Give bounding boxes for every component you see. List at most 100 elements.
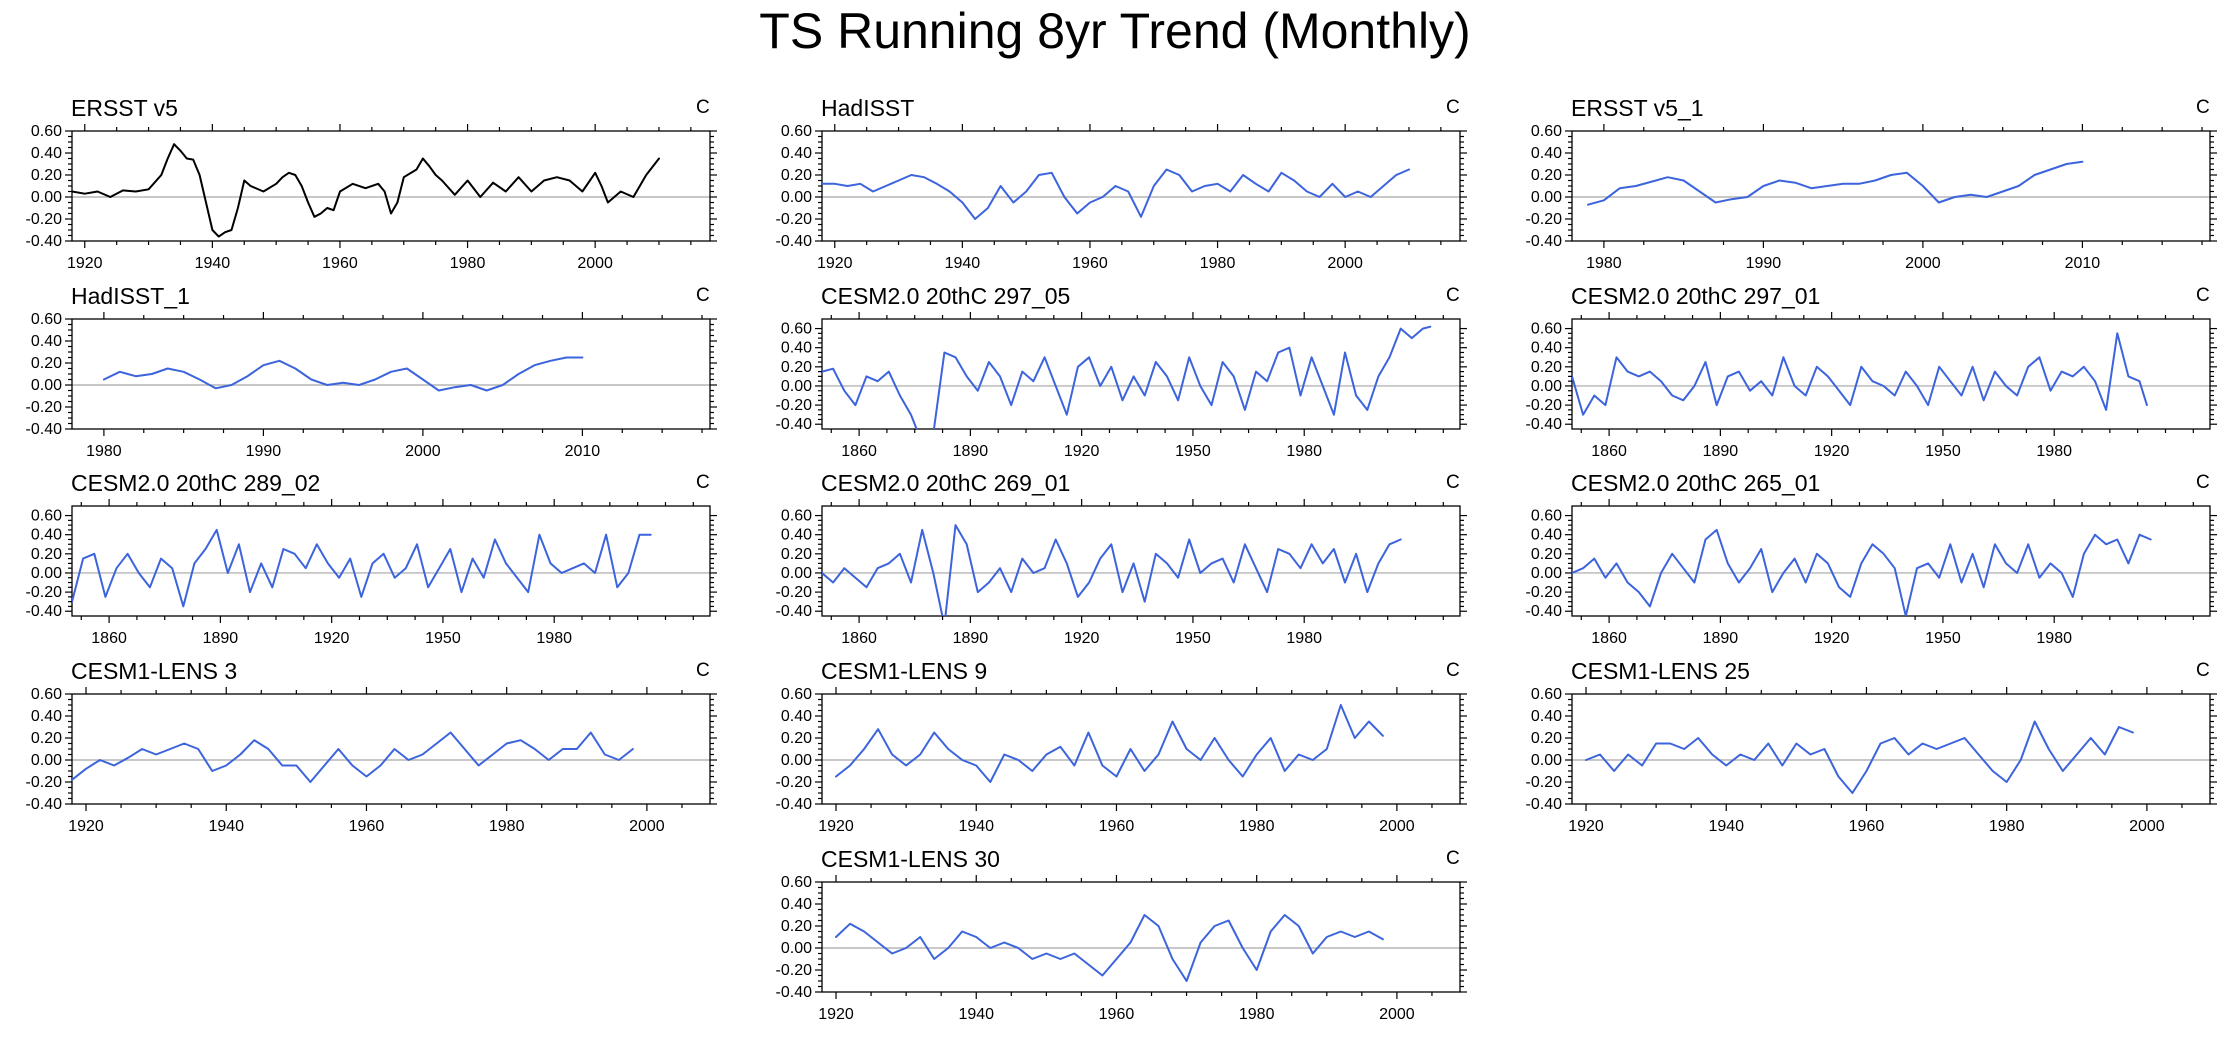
panel-title: CESM1-LENS 25 bbox=[1571, 658, 1750, 684]
panel-title: CESM2.0 20thC 265_01 bbox=[1571, 470, 1821, 496]
y-tick-label: 0.20 bbox=[31, 546, 62, 563]
x-tick-label: 1950 bbox=[1925, 630, 1961, 647]
y-tick-label: 0.60 bbox=[1531, 508, 1562, 525]
y-tick-label: 0.20 bbox=[1531, 167, 1562, 184]
x-tick-label: 1860 bbox=[1591, 443, 1627, 460]
x-tick-label: 1960 bbox=[1849, 818, 1885, 835]
y-tick-label: 0.60 bbox=[1531, 123, 1562, 140]
x-tick-label: 2000 bbox=[629, 818, 665, 835]
y-tick-label: -0.40 bbox=[776, 233, 813, 250]
figure-title: TS Running 8yr Trend (Monthly) bbox=[759, 3, 1471, 59]
panel-units: C bbox=[1446, 848, 1460, 869]
x-tick-label: 2000 bbox=[1327, 255, 1363, 272]
panel-1: HadISST C -0.40 -0.20 0.00 0.20 0.40 0.60 1920 19… bbox=[750, 95, 1467, 272]
y-tick-label: -0.20 bbox=[1526, 584, 1563, 601]
panel-units: C bbox=[1446, 472, 1460, 493]
x-tick-label: 1960 bbox=[349, 818, 385, 835]
plot-frame bbox=[1571, 505, 2211, 617]
x-tick-label: 2000 bbox=[2129, 818, 2165, 835]
y-tick-label: -0.40 bbox=[1526, 796, 1563, 813]
panel-units: C bbox=[696, 472, 710, 493]
x-tick-label: 1980 bbox=[1286, 630, 1322, 647]
x-tick-label: 1980 bbox=[86, 443, 122, 460]
x-tick-label: 2000 bbox=[577, 255, 613, 272]
panel-plot: -0.40 -0.20 0.00 0.20 0.40 0.60 1920 1940 1960 19… bbox=[776, 874, 1467, 1023]
plot-frame bbox=[1571, 130, 2211, 242]
x-tick-label: 1940 bbox=[958, 818, 994, 835]
y-tick-label: 0.00 bbox=[1531, 565, 1562, 582]
series-line bbox=[822, 524, 1402, 616]
y-tick-label: -0.20 bbox=[776, 774, 813, 791]
y-tick-label: 0.00 bbox=[1531, 752, 1562, 769]
y-tick-label: -0.20 bbox=[1526, 211, 1563, 228]
x-tick-label: 1860 bbox=[1591, 630, 1627, 647]
y-tick-label: 0.40 bbox=[1531, 708, 1562, 725]
x-tick-label: 1950 bbox=[1175, 443, 1211, 460]
y-tick-label: 0.20 bbox=[1531, 359, 1562, 376]
panel-units: C bbox=[2196, 472, 2210, 493]
y-tick-label: 0.40 bbox=[781, 340, 812, 357]
y-tick-label: 0.60 bbox=[781, 686, 812, 703]
panel-2: ERSST v5_1 C -0.40 -0.20 0.00 0.20 0.40 0.60 198… bbox=[1500, 95, 2217, 272]
x-tick-label: 1950 bbox=[1925, 443, 1961, 460]
plot-frame bbox=[821, 693, 1461, 805]
plot-frame bbox=[821, 881, 1461, 993]
panel-plot: -0.40 -0.20 0.00 0.20 0.40 0.60 1920 1940 1960 19… bbox=[26, 686, 717, 835]
series-line bbox=[72, 143, 660, 238]
panel-title: CESM1-LENS 9 bbox=[821, 658, 988, 684]
panel-12: CESM1-LENS 30 C -0.40 -0.20 0.00 0.20 0.40 0.60… bbox=[750, 846, 1467, 1023]
x-tick-label: 1990 bbox=[1746, 255, 1782, 272]
series-line bbox=[1585, 720, 2134, 794]
x-tick-label: 1920 bbox=[1568, 818, 1604, 835]
y-tick-label: 0.00 bbox=[31, 377, 62, 394]
panel-title: HadISST bbox=[821, 95, 915, 121]
series-line bbox=[822, 325, 1432, 429]
panel-11: CESM1-LENS 25 C -0.40 -0.20 0.00 0.20 0.40 0.60… bbox=[1500, 658, 2217, 835]
y-tick-label: 0.20 bbox=[781, 918, 812, 935]
y-tick-label: 0.60 bbox=[31, 686, 62, 703]
y-tick-label: -0.20 bbox=[776, 584, 813, 601]
panel-title: CESM2.0 20thC 297_05 bbox=[821, 283, 1071, 309]
panel-plot: -0.40 -0.20 0.00 0.20 0.40 0.60 1860 1890 1920 19… bbox=[1526, 499, 2217, 647]
panel-title: CESM1-LENS 30 bbox=[821, 846, 1000, 872]
plot-frame bbox=[821, 505, 1461, 617]
panel-title: ERSST v5 bbox=[71, 95, 178, 121]
x-tick-label: 1960 bbox=[1099, 818, 1135, 835]
y-tick-label: 0.40 bbox=[781, 145, 812, 162]
panel-units: C bbox=[696, 97, 710, 118]
y-tick-label: -0.20 bbox=[776, 397, 813, 414]
series-line bbox=[72, 731, 634, 783]
y-tick-label: -0.20 bbox=[26, 584, 63, 601]
y-tick-label: -0.20 bbox=[776, 962, 813, 979]
series-line bbox=[1572, 528, 2152, 616]
panel-plot: -0.40 -0.20 0.00 0.20 0.40 0.60 1860 1890 1920 19… bbox=[26, 499, 717, 647]
y-tick-label: 0.60 bbox=[781, 123, 812, 140]
y-tick-label: -0.20 bbox=[1526, 397, 1563, 414]
y-tick-label: -0.40 bbox=[776, 603, 813, 620]
y-tick-label: 0.60 bbox=[31, 311, 62, 328]
x-tick-label: 1890 bbox=[953, 630, 989, 647]
panel-units: C bbox=[2196, 97, 2210, 118]
series-line bbox=[1587, 160, 2084, 206]
panel-6: CESM2.0 20thC 289_02 C -0.40 -0.20 0.00 0.20 0… bbox=[0, 470, 717, 647]
panel-7: CESM2.0 20thC 269_01 C -0.40 -0.20 0.00 0.20 0… bbox=[750, 470, 1467, 647]
x-tick-label: 1980 bbox=[536, 630, 572, 647]
y-tick-label: 0.00 bbox=[31, 189, 62, 206]
y-tick-label: 0.40 bbox=[1531, 527, 1562, 544]
x-tick-label: 1920 bbox=[314, 630, 350, 647]
y-tick-label: 0.60 bbox=[781, 508, 812, 525]
series-line bbox=[835, 704, 1384, 783]
y-tick-label: 0.00 bbox=[781, 565, 812, 582]
plot-frame bbox=[71, 318, 711, 430]
series-line bbox=[72, 528, 652, 608]
y-tick-label: 0.60 bbox=[1531, 321, 1562, 338]
y-tick-label: 0.40 bbox=[781, 896, 812, 913]
panel-5: CESM2.0 20thC 297_01 C -0.40 -0.20 0.00 0.20 0… bbox=[1500, 283, 2217, 460]
plot-frame bbox=[71, 505, 711, 617]
y-tick-label: 0.40 bbox=[31, 708, 62, 725]
panel-units: C bbox=[1446, 285, 1460, 306]
y-tick-label: 0.00 bbox=[781, 189, 812, 206]
y-tick-label: 0.00 bbox=[781, 378, 812, 395]
y-tick-label: -0.20 bbox=[26, 774, 63, 791]
panel-title: CESM2.0 20thC 269_01 bbox=[821, 470, 1071, 496]
